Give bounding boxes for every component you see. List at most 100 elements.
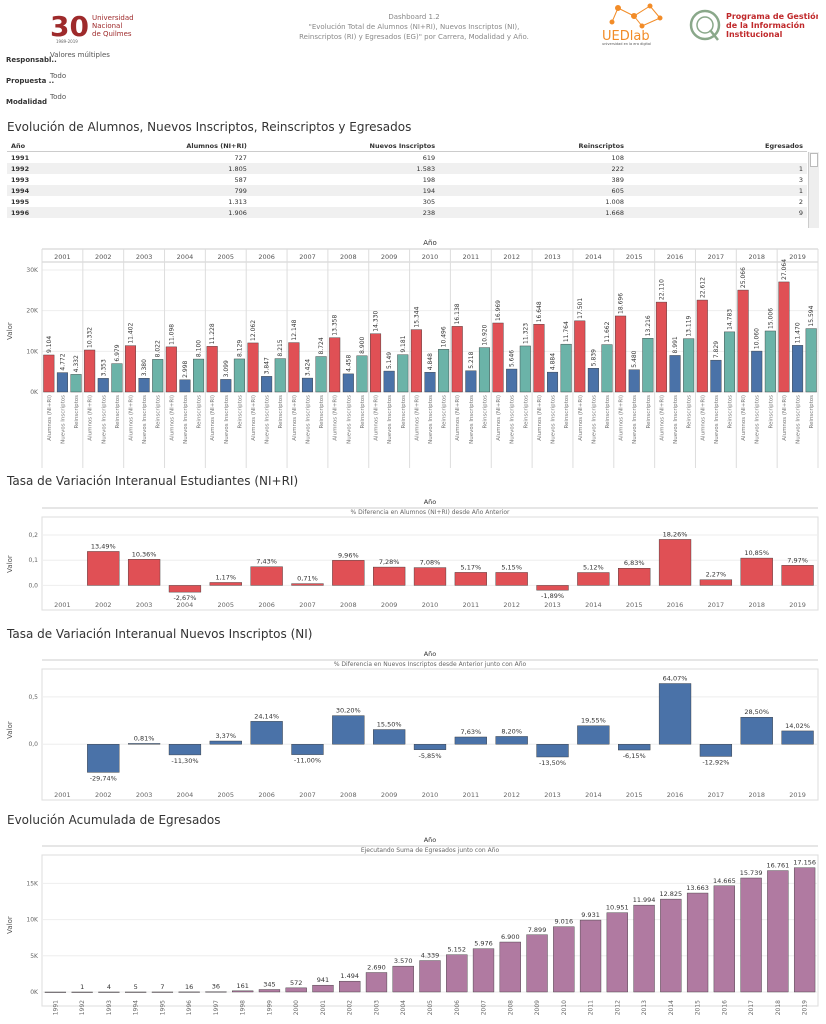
table-row[interactable]: 1994 799 194 605 1 [7, 185, 807, 196]
x-tick-label: 2016 [667, 601, 684, 609]
x-tick-label: 2011 [463, 791, 480, 799]
x-tick-label: 2004 [177, 791, 194, 799]
x-category-label: 2003 [136, 253, 153, 261]
filter-value-responsable[interactable]: Valores múltiples [50, 51, 110, 59]
table-row[interactable]: 1992 1.805 1.583 222 1 [7, 163, 807, 174]
x-tick-label: 2016 [667, 791, 684, 799]
bar [43, 354, 55, 393]
table-cell: 587 [234, 175, 247, 184]
bar [536, 585, 569, 591]
bar [373, 729, 406, 745]
data-label: 12.062 [250, 320, 257, 341]
data-label: 12.148 [291, 319, 298, 340]
x-tick-label: 2001 [54, 791, 71, 799]
scrollbar-thumb[interactable] [810, 153, 818, 167]
y-tick-label: 0,0 [28, 582, 38, 589]
table-body: 1991 727 619 108 1992 1.805 1.583 222 1 1993 587 19… [7, 152, 807, 218]
table-cell: 1.583 [250, 163, 440, 174]
university-logo: 30 1989-2019 Universidad Nacional de Qui… [50, 10, 150, 44]
table-row[interactable]: 1993 587 198 389 3 [7, 174, 807, 185]
x-tick-label: 2005 [218, 791, 235, 799]
network-icon: UEDlab universidad en la era digital [602, 3, 663, 46]
data-label: 9.181 [400, 335, 407, 352]
data-label: -12,92% [702, 758, 729, 766]
bar [618, 568, 651, 586]
series-tick-label: Nuevos Inscriptos [305, 395, 311, 444]
series-tick-label: Reinscriptos [687, 395, 693, 429]
bar [683, 338, 695, 393]
x-tick-label: 2019 [789, 791, 806, 799]
table-cell: 1994 [7, 185, 73, 196]
x-tick-label: 2015 [626, 601, 643, 609]
y-tick-label: 0K [30, 989, 39, 996]
bar [601, 344, 613, 393]
series-tick-label: Reinscriptos [74, 395, 80, 429]
bar [740, 557, 773, 586]
data-label: 18,26% [663, 530, 688, 538]
bar [125, 991, 147, 993]
data-label: 13,49% [91, 542, 116, 550]
x-category-label: 2002 [95, 253, 112, 261]
data-label: 6,83% [624, 559, 645, 567]
data-label: 4.884 [550, 353, 557, 370]
table-row[interactable]: 1996 1.906 238 1.668 9 [7, 207, 807, 218]
chart-title: Año [424, 498, 437, 506]
series-tick-label: Nuevos Inscriptos [673, 395, 679, 444]
series-tick-label: Nuevos Inscriptos [551, 395, 557, 444]
data-label: 6.900 [501, 933, 520, 941]
data-label: 7.899 [528, 926, 547, 934]
bar [419, 960, 441, 993]
table: Año Alumnos (NI+RI) Nuevos Inscriptos Re… [7, 140, 807, 218]
series-tick-label: Nuevos Inscriptos [510, 395, 516, 444]
bar [606, 912, 628, 993]
x-tick-label: 1995 [159, 1000, 166, 1015]
table-cell: 389 [611, 175, 624, 184]
filter-value-modalidad[interactable]: Todo [50, 93, 67, 101]
data-label: -2,67% [173, 594, 196, 602]
y-tick-label: 0,1 [28, 557, 38, 564]
bar [288, 342, 300, 393]
x-tick-label: 2006 [258, 791, 275, 799]
plot-frame [41, 854, 819, 1007]
pgi-line-2: de la Información [726, 20, 805, 30]
series-tick-label: Alumnos (NI+RI) [210, 395, 216, 441]
data-label: 15.739 [740, 869, 763, 877]
bar [178, 991, 200, 993]
data-label: 7,28% [379, 558, 400, 566]
bar [723, 331, 736, 393]
bar [533, 324, 545, 393]
series-tick-label: Nuevos Inscriptos [469, 395, 475, 444]
data-label: 17.156 [793, 859, 816, 867]
filter-value-propuesta[interactable]: Todo [50, 72, 67, 80]
x-category-label: 2008 [340, 253, 357, 261]
chart-title: Año [424, 650, 437, 658]
data-label: 11.402 [127, 322, 134, 343]
x-category-label: 2009 [381, 253, 398, 261]
table-row[interactable]: 1991 727 619 108 [7, 152, 807, 164]
uedlab-sub: universidad en la era digital [602, 42, 651, 46]
bar [574, 320, 586, 393]
data-label: 8.100 [196, 340, 203, 357]
bar [152, 359, 164, 393]
y-tick-label: 0K [30, 389, 39, 396]
series-tick-label: Reinscriptos [278, 395, 284, 429]
data-table[interactable]: Año Alumnos (NI+RI) Nuevos Inscriptos Re… [7, 140, 819, 228]
col-header-year: Año [7, 140, 73, 152]
data-label: 4.848 [427, 353, 434, 370]
x-tick-label: 2018 [775, 1000, 782, 1015]
bar [751, 350, 763, 393]
bar [764, 330, 776, 393]
table-row[interactable]: 1995 1.313 305 1.008 2 [7, 196, 807, 207]
data-label: 0,71% [297, 575, 318, 583]
x-tick-label: 2012 [503, 601, 520, 609]
bar [111, 363, 123, 393]
x-tick-label: 2002 [95, 601, 112, 609]
y-tick-label: 10K [26, 348, 39, 355]
table-scrollbar[interactable] [808, 152, 819, 228]
x-category-label: 2019 [789, 253, 806, 261]
data-label: 4.458 [345, 355, 352, 372]
data-label: 13.663 [686, 884, 709, 892]
bar [495, 572, 528, 586]
bar [438, 349, 450, 393]
bar [560, 343, 572, 393]
